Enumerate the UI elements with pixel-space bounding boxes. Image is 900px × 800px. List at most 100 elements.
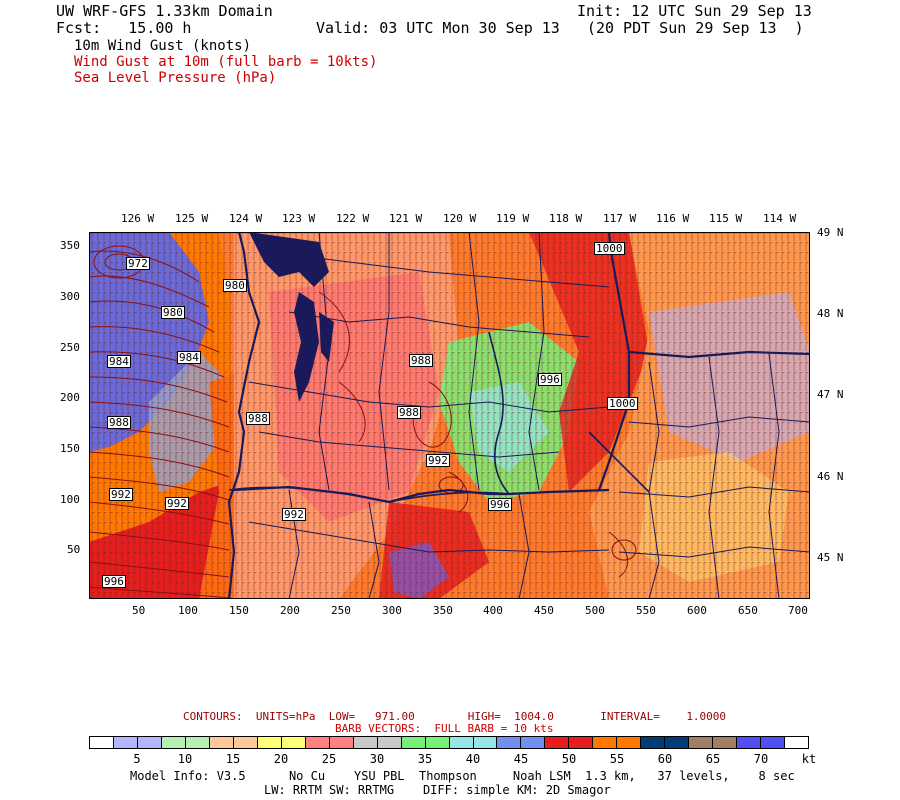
- lon-tick-label: 117 W: [603, 212, 637, 225]
- forecast-hour: Fcst: 15.00 h: [56, 19, 192, 37]
- isobar-label: 988: [397, 406, 421, 419]
- colorbar-swatch: [785, 737, 809, 748]
- wind-gust-map: 972 980 980 984 984 988 988 988 988 992 …: [89, 232, 810, 599]
- gust-color-bar: [89, 736, 809, 749]
- x-tick-label: 400: [483, 604, 503, 617]
- isobar-label: 984: [177, 351, 201, 364]
- colorbar-swatch: [569, 737, 594, 748]
- lon-tick-label: 119 W: [496, 212, 530, 225]
- isobar-label: 992: [282, 508, 306, 521]
- chart-title: UW WRF-GFS 1.33km Domain: [56, 2, 273, 20]
- x-tick-label: 100: [178, 604, 198, 617]
- x-tick-label: 300: [382, 604, 402, 617]
- x-tick-label: 550: [636, 604, 656, 617]
- physics-info: LW: RRTM SW: RRTMG DIFF: simple KM: 2D S…: [264, 783, 611, 797]
- colorbar-label: 20: [273, 752, 289, 766]
- lon-tick-label: 121 W: [389, 212, 423, 225]
- lon-tick-label: 125 W: [175, 212, 209, 225]
- y-tick-label: 200: [60, 391, 80, 404]
- colorbar-swatch: [257, 737, 282, 748]
- barb-info: BARB VECTORS: FULL BARB = 10 kts: [335, 722, 554, 735]
- isobar-label: 1000: [594, 242, 625, 255]
- colorbar-swatch: [209, 737, 234, 748]
- colorbar-swatch: [713, 737, 738, 748]
- colorbar-label: 45: [513, 752, 529, 766]
- wind-barb-field: [89, 232, 810, 599]
- x-tick-label: 700: [788, 604, 808, 617]
- colorbar-swatch: [737, 737, 762, 748]
- colorbar-swatch: [137, 737, 162, 748]
- lon-tick-label: 116 W: [656, 212, 690, 225]
- colorbar-label: 50: [561, 752, 577, 766]
- colorbar-swatch: [353, 737, 378, 748]
- field-label-gust: 10m Wind Gust (knots): [74, 38, 252, 54]
- x-tick-label: 450: [534, 604, 554, 617]
- colorbar-swatch: [689, 737, 714, 748]
- colorbar-swatch: [329, 737, 354, 748]
- x-tick-label: 600: [687, 604, 707, 617]
- colorbar-swatch: [761, 737, 786, 748]
- colorbar-swatch: [545, 737, 570, 748]
- lon-tick-label: 122 W: [336, 212, 370, 225]
- lon-tick-label: 114 W: [763, 212, 797, 225]
- rivers: [228, 331, 650, 503]
- y-tick-label: 300: [60, 290, 80, 303]
- colorbar-label: 40: [465, 752, 481, 766]
- x-tick-label: 350: [433, 604, 453, 617]
- colorbar-swatch: [161, 737, 186, 748]
- colorbar-swatch: [113, 737, 138, 748]
- colorbar-swatch: [617, 737, 642, 748]
- colorbar-swatch: [185, 737, 210, 748]
- colorbar-label: 35: [417, 752, 433, 766]
- lat-tick-label: 49 N: [817, 226, 844, 239]
- county-boundaries: [248, 232, 810, 599]
- isobar-label: 1000: [607, 397, 638, 410]
- colorbar-label: 65: [705, 752, 721, 766]
- model-info: Model Info: V3.5 No Cu YSU PBL Thompson …: [130, 769, 795, 783]
- lat-tick-label: 46 N: [817, 470, 844, 483]
- lon-tick-label: 115 W: [709, 212, 743, 225]
- isobar-label: 972: [126, 257, 150, 270]
- colorbar-unit: kt: [801, 752, 817, 766]
- field-label-barbs: Wind Gust at 10m (full barb = 10kts): [74, 54, 378, 70]
- lat-tick-label: 48 N: [817, 307, 844, 320]
- field-label-slp: Sea Level Pressure (hPa): [74, 70, 277, 86]
- colorbar-swatch: [281, 737, 306, 748]
- colorbar-swatch: [377, 737, 402, 748]
- lat-tick-label: 47 N: [817, 388, 844, 401]
- isobar-contours: [89, 245, 637, 599]
- x-tick-label: 50: [132, 604, 146, 617]
- colorbar-swatch: [305, 737, 330, 748]
- isobar-label: 988: [107, 416, 131, 429]
- isobar-label: 992: [426, 454, 450, 467]
- lon-tick-label: 126 W: [121, 212, 155, 225]
- colorbar-swatch: [641, 737, 666, 748]
- colorbar-swatch: [665, 737, 690, 748]
- isobar-label: 996: [102, 575, 126, 588]
- x-tick-label: 200: [280, 604, 300, 617]
- colorbar-label: 55: [609, 752, 625, 766]
- colorbar-swatch: [90, 737, 114, 748]
- puget-sound-water: [249, 232, 334, 402]
- init-time: Init: 12 UTC Sun 29 Sep 13: [577, 2, 812, 20]
- lon-tick-label: 118 W: [549, 212, 583, 225]
- isobar-label: 980: [161, 306, 185, 319]
- colorbar-label: 25: [321, 752, 337, 766]
- x-tick-label: 150: [229, 604, 249, 617]
- valid-time: Valid: 03 UTC Mon 30 Sep 13 (20 PDT Sun …: [316, 19, 804, 37]
- colorbar-swatch: [425, 737, 450, 748]
- colorbar-swatch: [473, 737, 498, 748]
- colorbar-swatch: [497, 737, 522, 748]
- isobar-label: 984: [107, 355, 131, 368]
- isobar-label: 980: [223, 279, 247, 292]
- colorbar-label: 10: [177, 752, 193, 766]
- colorbar-swatch: [521, 737, 546, 748]
- x-tick-label: 500: [585, 604, 605, 617]
- isobar-label: 988: [409, 354, 433, 367]
- y-tick-label: 350: [60, 239, 80, 252]
- lon-tick-label: 124 W: [229, 212, 263, 225]
- y-tick-label: 250: [60, 341, 80, 354]
- colorbar-swatch: [401, 737, 426, 748]
- lon-tick-label: 123 W: [282, 212, 316, 225]
- colorbar-label: 30: [369, 752, 385, 766]
